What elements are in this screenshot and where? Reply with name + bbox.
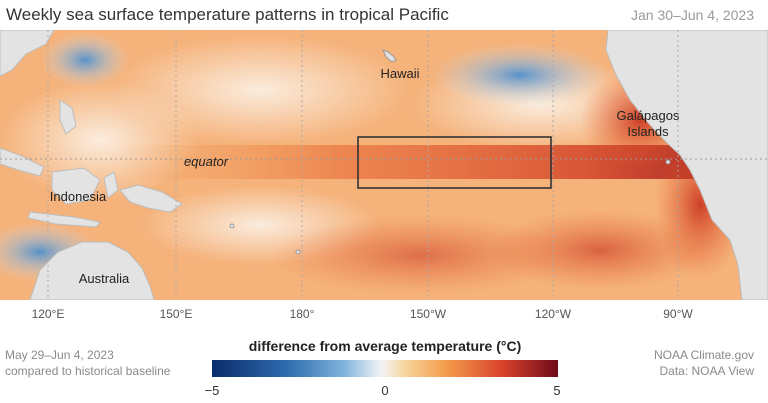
legend-min-label: −5 [204,383,220,398]
galapagos-label-line2: Islands [627,124,669,139]
legend-max-label: 5 [553,383,561,398]
sst-anomaly-map: Hawaii Galápagos Islands equator Indones… [0,30,768,300]
cool-anomaly [430,43,610,107]
caption-baseline: compared to historical baseline [5,364,171,378]
legend-title: difference from average temperature (°C) [248,338,522,354]
neutral-region [0,80,200,200]
cool-anomaly [40,32,130,88]
philippines-landmass [59,99,77,135]
pacific-island [229,223,235,229]
indonesia-landmass [27,211,101,228]
asia-landmass [0,30,55,77]
caption-dates: May 29–Jun 4, 2023 [5,348,114,362]
warm-anomaly [490,210,710,290]
longitude-label: 150°W [409,307,447,321]
legend-color-bar [212,360,558,377]
hawaii-islands [382,49,397,63]
longitude-label: 120°E [31,307,65,321]
nino-region-box [357,136,552,189]
indonesia-label: Indonesia [50,189,107,204]
longitude-label: 120°W [534,307,572,321]
new-guinea-landmass [119,184,183,213]
map-title: Weekly sea surface temperature patterns … [6,5,449,24]
credit-data: Data: NOAA View [659,364,755,378]
equator-label: equator [184,154,229,169]
australia-landmass [29,241,155,300]
indonesia-landmass [0,147,45,177]
australia-label: Australia [79,271,130,286]
pacific-island [295,249,301,255]
longitude-label: 150°E [159,307,193,321]
americas-landmass [605,30,768,300]
indonesia-landmass [51,167,101,205]
hawaii-label: Hawaii [380,66,419,81]
credit-org: NOAA Climate.gov [653,348,754,362]
longitude-label: 180° [289,307,315,321]
legend-mid-label: 0 [381,383,389,398]
indonesia-landmass [103,171,119,199]
galapagos-label: Galápagos [617,108,680,123]
longitude-grid [47,30,679,300]
date-range: Jan 30–Jun 4, 2023 [631,7,754,23]
warm-anomaly [270,215,570,295]
longitude-label: 90°W [663,307,693,321]
pacific-island [665,159,671,165]
